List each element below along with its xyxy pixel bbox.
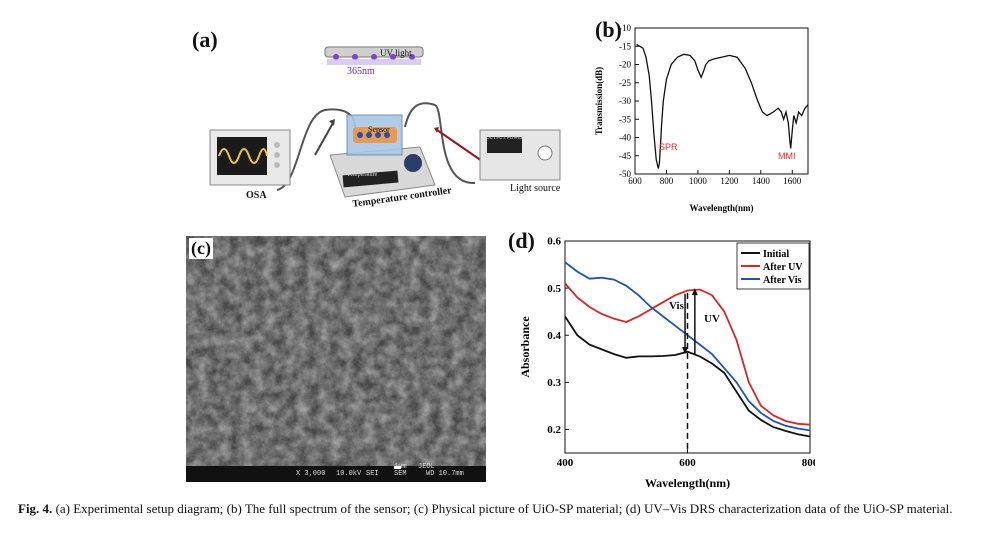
y-tick-label: -45 [619, 151, 631, 161]
y-tick-label: -40 [619, 133, 631, 143]
series-line-after-uv [564, 282, 811, 426]
y-tick-label: 0.4 [547, 330, 561, 342]
setup-diagram [209, 46, 561, 198]
vis-arrow-head [682, 347, 689, 355]
y-tick-label: -25 [619, 78, 631, 88]
sem-mode: SEM [394, 470, 407, 478]
y-tick-label: -35 [619, 114, 631, 124]
legend-entry: After UV [763, 262, 803, 273]
sem-scale-marker [394, 466, 401, 469]
y-tick-label: -50 [619, 169, 631, 179]
legend-entry: After Vis [763, 275, 802, 286]
uv-arrow-label: UV [704, 313, 720, 325]
panel-c-label: (c) [189, 238, 213, 259]
x-tick-label: 600 [628, 176, 642, 186]
y-tick-label: -15 [619, 41, 631, 51]
temperature-screen-label: Temperature [347, 172, 378, 178]
y-tick-label: -10 [619, 23, 631, 33]
light-source-label: Light source [510, 183, 561, 194]
sem-wd: WD 10.7mm [426, 470, 464, 478]
y-axis-label: Absorbance [518, 316, 532, 378]
chart-b: 600 800 1000 1200 1400 1600 -10 -15 -20 -25 -30 -35… [594, 23, 809, 213]
x-tick-label: 800 [660, 176, 674, 186]
sem-image [186, 236, 486, 466]
x-tick-label: 1600 [783, 176, 802, 186]
caption-prefix: Fig. 4. [18, 501, 53, 516]
chart-d: 400 600 800 0.2 0.3 0.4 0.5 0.6 Wavelength(nm) Ab… [518, 236, 815, 490]
light-source-panel-label: OUTPUT POWER [486, 136, 525, 141]
y-tick-label: -20 [619, 60, 631, 70]
x-axis-label: Wavelength(nm) [645, 476, 730, 490]
mmi-annotation: MMI [778, 151, 796, 161]
x-tick-label: 600 [679, 457, 696, 469]
sem-magnification: X 3,000 [296, 470, 326, 478]
panel-d-label: (d) [508, 228, 535, 253]
figure-caption: Fig. 4. (a) Experimental setup diagram; … [18, 500, 988, 517]
series-line-0 [636, 43, 809, 169]
y-tick-label: -30 [619, 96, 631, 106]
x-tick-label: 400 [557, 457, 574, 469]
uv-lamp-icon [324, 46, 424, 65]
light-source-icon [479, 129, 561, 181]
osa-label: OSA [246, 190, 267, 201]
x-tick-label: 1400 [752, 176, 771, 186]
y-axis-label: Transmission(dB) [594, 67, 604, 135]
y-tick-label: 0.5 [547, 283, 561, 295]
osa-icon [209, 129, 291, 186]
spr-annotation: SPR [659, 142, 678, 152]
vis-arrow-label: Vis [669, 300, 684, 312]
y-tick-label: 0.3 [547, 377, 561, 389]
temperature-controller-icon [329, 114, 436, 198]
uv-wavelength-label: 365nm [347, 66, 375, 77]
series-line-initial [564, 315, 811, 438]
legend: Initial After UV After Vis [736, 242, 810, 290]
x-tick-label: 1200 [720, 176, 739, 186]
y-tick-label: 0.2 [547, 424, 561, 436]
panel-a-label: (a) [192, 27, 218, 52]
sem-voltage: 10.0kV [336, 470, 362, 478]
sem-detector: SEI [366, 470, 379, 478]
sensor-label: Sensor [368, 125, 390, 134]
legend-entry: Initial [763, 249, 789, 260]
caption-text: (a) Experimental setup diagram; (b) The … [52, 501, 953, 516]
sem-maker: JEOL [418, 463, 435, 471]
panel-b-label: (b) [595, 17, 622, 42]
y-tick-label: 0.6 [547, 236, 561, 248]
x-axis-label: Wavelength(nm) [690, 203, 754, 213]
uv-arrow-head [691, 288, 698, 296]
x-tick-label: 1000 [689, 176, 708, 186]
x-tick-label: 800 [802, 457, 815, 469]
sem-info-bar: X 3,000 10.0kV SEI 1µm SEM JEOL WD 10.7m… [186, 463, 486, 482]
uv-light-label: UV light [380, 48, 412, 58]
